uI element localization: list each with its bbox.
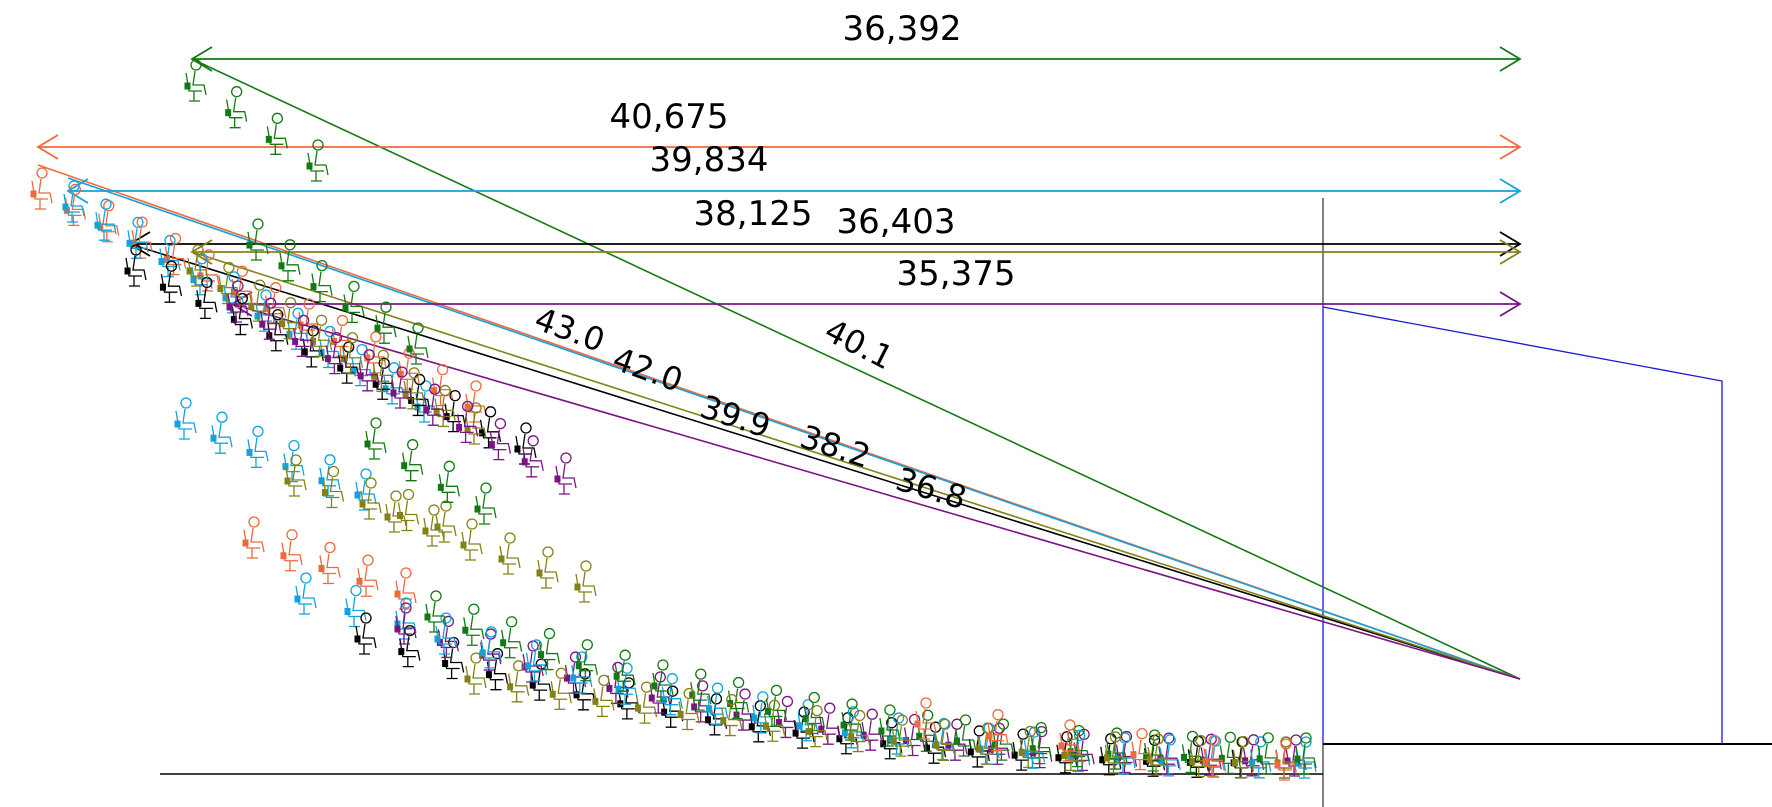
cyan-scheme (66, 177, 1522, 680)
seated-person-icon (265, 112, 288, 155)
olive-angle-label: 38.2 (796, 417, 876, 475)
seated-person-icon (554, 452, 577, 495)
olive-mid-tier (284, 454, 457, 543)
seated-person-icon (246, 218, 269, 261)
green-sightline (191, 58, 1521, 680)
seated-person-icon (225, 86, 248, 129)
seated-person-icon (398, 624, 421, 668)
orange-distance-label: 40,675 (610, 97, 729, 137)
seated-person-icon (574, 560, 597, 603)
black-sightline (129, 243, 1521, 680)
purple-floor-rows (394, 602, 1307, 777)
seated-person-icon (364, 417, 387, 460)
seated-person-icon (422, 504, 445, 547)
seated-person-icon (321, 465, 345, 509)
seated-person-icon (592, 674, 615, 717)
seated-person-icon (617, 677, 640, 720)
purple-distance-label: 35,375 (897, 254, 1016, 294)
seated-person-icon (159, 260, 183, 303)
seated-person-icon (356, 554, 379, 597)
black-floor-rows (354, 612, 1297, 779)
seated-person-icon (549, 667, 572, 710)
stage-tower-outline (1322, 306, 1723, 744)
seated-person-icon (462, 603, 485, 646)
seated-person-icon (174, 397, 197, 440)
black-upper-tier (124, 244, 537, 465)
seated-person-icon (278, 239, 301, 282)
olive-right-arrowhead (1499, 239, 1522, 265)
orange-lower-mid-tier (242, 516, 417, 610)
seated-person-icon (401, 439, 424, 482)
purple-right-arrowhead (1499, 291, 1522, 317)
seated-person-icon (359, 477, 382, 520)
black-distance-label: 38,125 (694, 194, 813, 234)
seated-person-icon (485, 648, 509, 691)
olive-sightline (191, 251, 1521, 680)
orange-left-arrowhead (36, 134, 59, 160)
dimension-labels: 36,392 40,675 39,834 38,125 36,403 35,37… (530, 9, 1016, 517)
cyan-mid-tier (174, 397, 377, 511)
seated-person-icon (437, 460, 460, 503)
seated-person-icon (344, 584, 367, 628)
sightline-schemes (36, 46, 1522, 680)
seated-person-icon (294, 572, 317, 615)
cyan-upper-tier (62, 180, 437, 423)
seated-person-icon (500, 616, 523, 659)
green-scheme (190, 46, 1522, 680)
green-balcony-row (184, 59, 329, 182)
olive-distance-label: 36,403 (837, 202, 956, 242)
seated-person-icon (563, 651, 587, 694)
cyan-right-arrowhead (1499, 178, 1522, 204)
seated-person-icon (514, 422, 537, 465)
seated-person-icon (30, 167, 53, 210)
seated-person-icon (384, 490, 407, 533)
green-angle-label: 40.1 (819, 311, 900, 377)
seated-person-icon (280, 529, 303, 572)
seated-person-icon (537, 627, 561, 671)
purple-angle-label: 36.8 (892, 460, 971, 517)
black-angle-label: 39.9 (696, 387, 776, 445)
seated-person-icon (246, 425, 269, 469)
green-right-arrowhead (1499, 46, 1522, 72)
cyan-angle-label: 42.0 (608, 340, 688, 400)
seated-person-icon (210, 411, 233, 454)
seated-person-icon (94, 198, 117, 241)
green-distance-label: 36,392 (843, 9, 962, 49)
seated-person-icon (691, 680, 714, 723)
seated-person-icon (460, 518, 483, 561)
seated-person-icon (479, 626, 502, 669)
seated-person-icon (521, 435, 544, 478)
seated-person-icon (242, 516, 265, 559)
seated-person-icon (573, 668, 596, 711)
cyan-sightline (67, 177, 1521, 680)
seated-person-icon (374, 301, 397, 344)
seated-person-icon (464, 652, 487, 695)
seated-person-icon (97, 200, 120, 243)
seated-person-icon (424, 590, 447, 633)
seated-person-icon (474, 482, 497, 525)
seated-person-icon (536, 546, 559, 589)
seated-person-icon (284, 454, 307, 497)
orange-right-arrowhead (1499, 134, 1522, 160)
seated-person-icon (318, 541, 341, 585)
seated-person-icon (498, 532, 521, 575)
olive-scheme (190, 239, 1522, 680)
cyan-distance-label: 39,834 (650, 140, 769, 180)
